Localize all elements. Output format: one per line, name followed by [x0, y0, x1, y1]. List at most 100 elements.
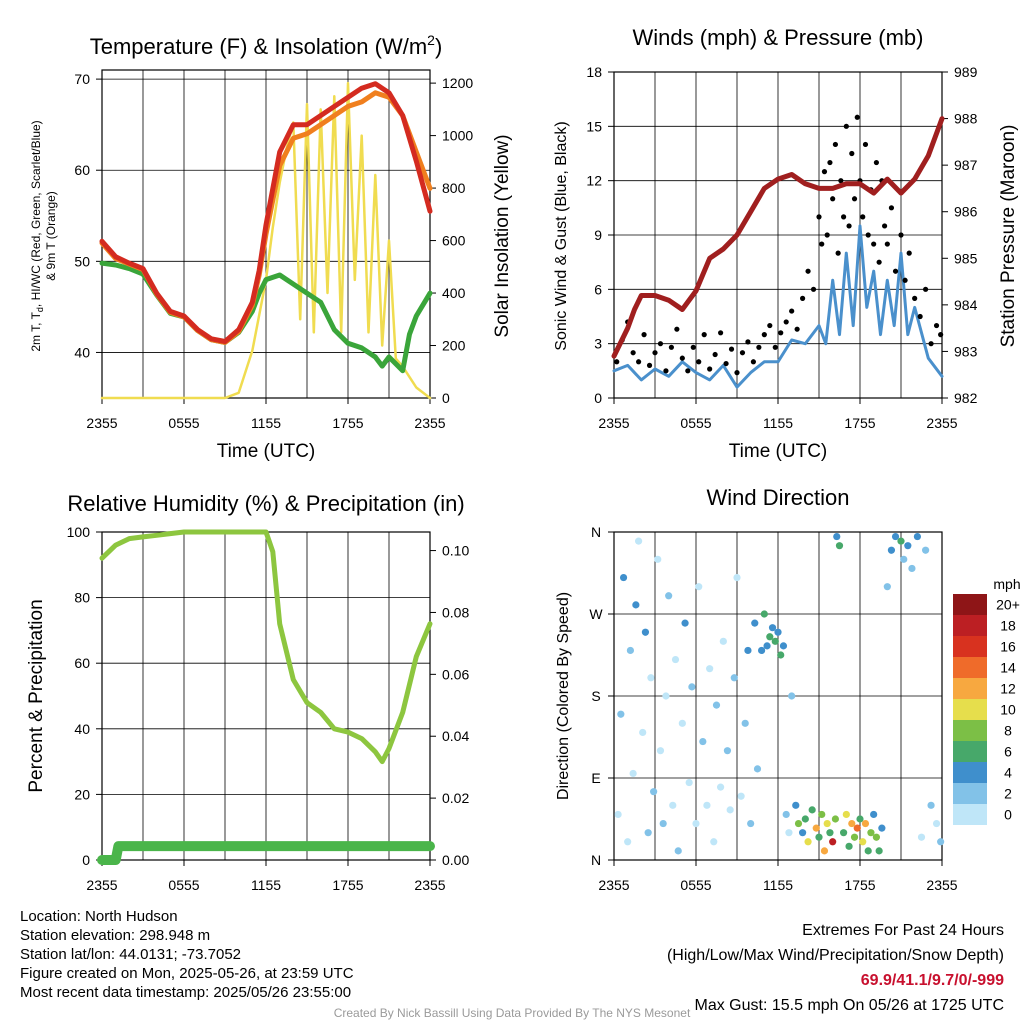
- direction-point: [913, 532, 922, 541]
- temp-right-tick-label: 600: [442, 233, 466, 249]
- direction-point: [639, 728, 647, 737]
- gust-point: [843, 123, 849, 129]
- wind-x-tick-label: 2355: [926, 415, 957, 431]
- colorbar-label: 4: [1004, 765, 1012, 781]
- dir-left-tick-label: W: [589, 606, 603, 622]
- rh-right-tick-label: 0.06: [442, 666, 469, 682]
- direction-point: [785, 829, 793, 837]
- gust-point: [690, 344, 696, 350]
- wind-panel: Winds (mph) & Pressure (mb) 2355 0555 1155…: [553, 25, 1019, 462]
- dir-left-tick-label: E: [591, 770, 600, 786]
- gust-point: [865, 232, 871, 238]
- direction-point: [712, 701, 721, 709]
- gust-point: [723, 360, 729, 367]
- gust-point: [860, 214, 866, 220]
- direction-plot: 2355 0555 1155 1755 2355 N E S W N 0 2 4 6 8 10 12 14 16 18…: [589, 524, 1019, 893]
- direction-point: [779, 642, 788, 650]
- rh-left-tick-label: 20: [74, 786, 90, 802]
- wind-right-tick-label: 983: [954, 343, 978, 359]
- direction-point: [692, 819, 700, 828]
- direction-point: [864, 847, 872, 855]
- wind-speed-line: [612, 224, 944, 389]
- temperature-left-axis-label-line2: & 9m T (Orange): [44, 191, 58, 281]
- direction-point: [703, 801, 711, 809]
- gust-point: [841, 214, 847, 220]
- temperature-x-axis-label: Time (UTC): [217, 441, 316, 462]
- rh-left-tick-label: 100: [67, 524, 91, 540]
- direction-point: [629, 769, 637, 778]
- direction-point: [867, 829, 875, 837]
- direction-point: [812, 824, 820, 832]
- gust-point: [923, 286, 929, 292]
- direction-point: [872, 833, 881, 841]
- rh-left-tick-label: 40: [74, 721, 90, 737]
- insolation-line: [100, 81, 432, 400]
- direction-point: [617, 710, 625, 718]
- gust-point: [906, 250, 912, 256]
- humidity-left-axis-label: Percent & Precipitation: [26, 599, 47, 792]
- gust-point: [816, 214, 822, 220]
- direction-point: [674, 847, 682, 855]
- dir-x-tick-label: 0555: [680, 877, 711, 893]
- direction-point: [719, 637, 727, 645]
- pressure-axis-label: Station Pressure (Maroon): [998, 125, 1019, 348]
- colorbar-label: 14: [1000, 660, 1016, 676]
- direction-point: [856, 815, 864, 823]
- direction-point: [710, 838, 718, 846]
- rh-x-tick-label: 2355: [86, 877, 117, 893]
- direction-point: [897, 537, 905, 545]
- direction-point: [753, 765, 762, 773]
- rh-x-tick-label: 0555: [168, 877, 199, 893]
- direction-point: [900, 555, 908, 563]
- direction-point: [801, 815, 809, 823]
- dir-x-tick-label: 2355: [926, 877, 957, 893]
- direction-point: [669, 801, 677, 809]
- precipitation-line: [97, 841, 435, 865]
- wind-left-tick-label: 18: [586, 64, 602, 80]
- direction-point: [737, 792, 745, 800]
- gust-point: [902, 277, 908, 283]
- direction-point: [614, 810, 622, 819]
- dir-left-tick-label: N: [591, 524, 601, 540]
- gust-point: [824, 232, 830, 238]
- temp-right-tick-label: 400: [442, 285, 466, 301]
- direction-point: [932, 819, 941, 828]
- station-info: Location: North Hudson Station elevation…: [20, 907, 354, 1002]
- gust-point: [892, 268, 899, 274]
- direction-point: [744, 646, 752, 655]
- direction-point: [685, 778, 693, 787]
- extremes-description: (High/Low/Max Wind/Precipitation/Snow De…: [666, 947, 1004, 964]
- gust-point: [800, 295, 806, 301]
- direction-point: [641, 628, 650, 636]
- temperature-panel: Temperature (F) & Insolation (W/m2) 2355…: [29, 32, 513, 462]
- temp-right-tick-label: 800: [442, 180, 466, 196]
- gust-point: [718, 330, 724, 336]
- rh-x-tick-label: 2355: [414, 877, 445, 893]
- gust-point: [707, 366, 713, 372]
- wind-right-tick-label: 986: [954, 204, 978, 220]
- direction-point: [859, 838, 867, 846]
- direction-title: Wind Direction: [706, 485, 849, 510]
- wind-x-axis-label: Time (UTC): [729, 441, 828, 462]
- direction-point: [831, 815, 840, 823]
- station-elevation: Station elevation: 298.948 m: [20, 927, 211, 944]
- gust-point: [851, 196, 858, 202]
- wind-left-tick-label: 3: [594, 336, 602, 352]
- temp-left-tick-label: 60: [74, 162, 90, 178]
- direction-point: [626, 646, 635, 655]
- colorbar-title: mph: [993, 576, 1020, 592]
- direction-point: [842, 810, 850, 819]
- max-gust: Max Gust: 15.5 mph On 05/26 at 1725 UTC: [694, 997, 1005, 1014]
- humidity-plot: 2355 0555 1155 1755 2355 0 20 40 60 80 100 0.00 0.02…: [67, 524, 470, 893]
- direction-point: [733, 573, 741, 582]
- gust-point: [701, 332, 707, 338]
- direction-point: [937, 838, 945, 846]
- wind-x-tick-label: 1155: [763, 415, 793, 431]
- direction-point: [662, 692, 670, 700]
- direction-point: [870, 810, 878, 819]
- wind-right-tick-label: 984: [954, 297, 978, 313]
- gust-point: [928, 341, 934, 347]
- dir-x-tick-label: 2355: [598, 877, 629, 893]
- wind-x-tick-label: 1755: [844, 415, 875, 431]
